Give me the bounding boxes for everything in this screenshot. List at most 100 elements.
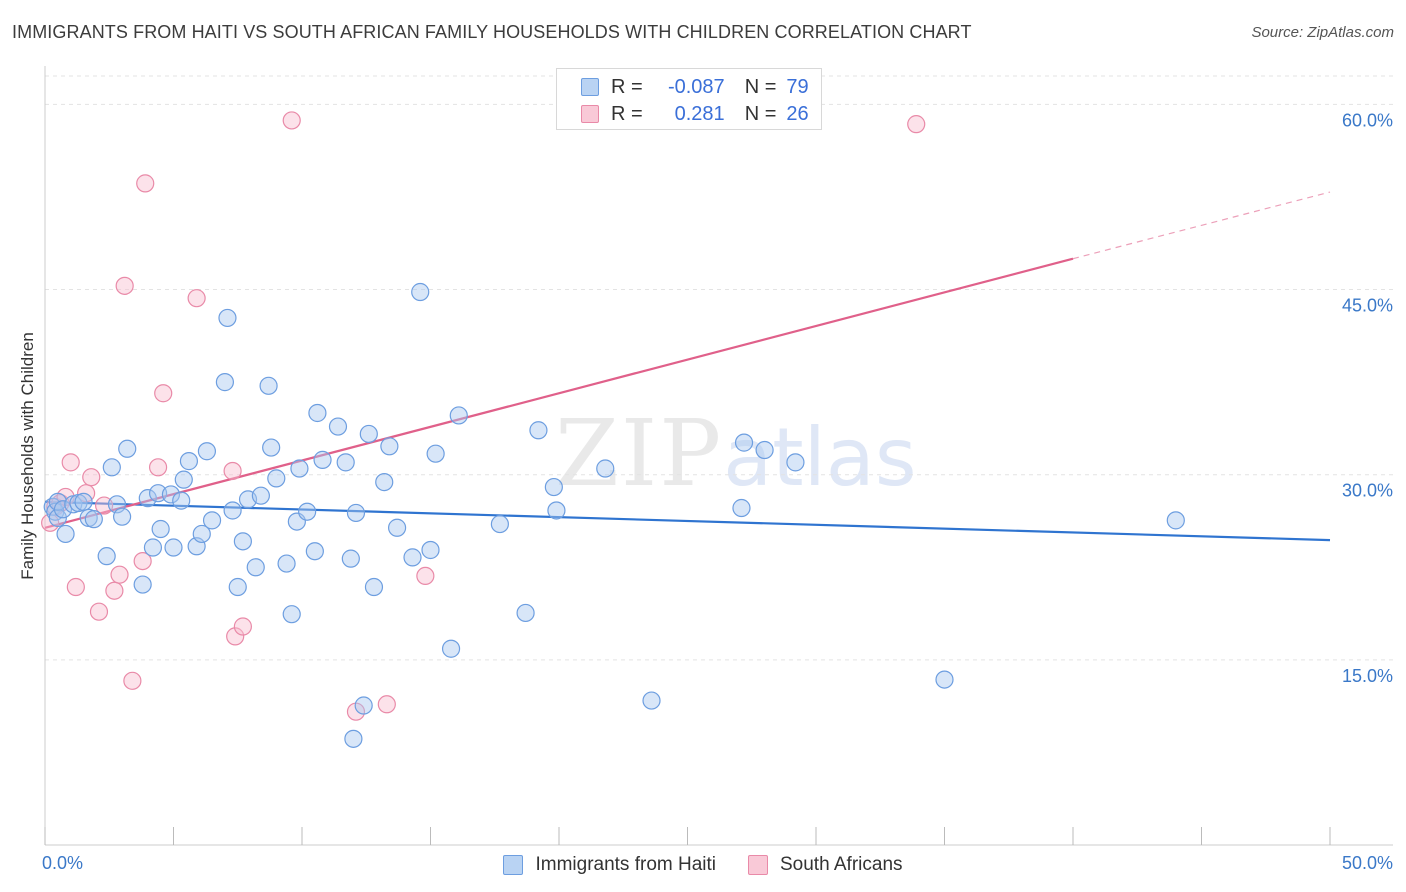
sa-point: [233, 617, 252, 636]
sa-trend-extension: [1072, 191, 1331, 260]
sa-point: [123, 671, 142, 690]
haiti-point: [179, 452, 199, 471]
legend-sa-label: South Africans: [780, 854, 903, 875]
haiti-point: [161, 485, 181, 504]
haiti-point: [359, 424, 378, 444]
haiti-point: [262, 438, 281, 457]
x-tick-label: 0.0%: [42, 853, 83, 873]
haiti-point: [267, 469, 286, 488]
legend-sa-swatch: [748, 855, 768, 875]
sa-point: [154, 384, 173, 403]
haiti-point: [97, 547, 116, 566]
haiti-point: [308, 403, 327, 423]
haiti-swatch: [581, 78, 599, 96]
sa-point: [110, 565, 129, 584]
haiti-point: [102, 458, 121, 477]
haiti-point: [151, 519, 170, 539]
y-tick-label: 45.0%: [1342, 296, 1393, 316]
legend-haiti-label: Immigrants from Haiti: [535, 854, 716, 875]
haiti-point: [490, 514, 509, 534]
sa-n-value: 26: [786, 102, 809, 125]
sa-point: [416, 566, 435, 586]
sa-point: [148, 458, 168, 477]
haiti-point: [143, 538, 163, 557]
tick-label-layer: 15.0% 30.0% 45.0% 60.0% 0.0% 50.0%: [42, 110, 1393, 873]
haiti-point: [202, 511, 222, 530]
haiti-point: [277, 554, 296, 573]
haiti-point: [74, 492, 93, 511]
haiti-point: [544, 477, 563, 497]
haiti-point: [251, 486, 270, 505]
haiti-point: [380, 437, 399, 456]
haiti-trend-line: [44, 500, 1331, 542]
grid-layer: [45, 75, 1393, 661]
sa-r-value: 0.281: [674, 102, 725, 125]
sa-swatch: [581, 105, 599, 123]
haiti-point: [112, 507, 132, 526]
legend-item-haiti[interactable]: Immigrants from Haiti: [503, 854, 716, 876]
sa-point: [133, 551, 152, 571]
haiti-point: [354, 696, 373, 715]
haiti-point: [449, 406, 468, 425]
points-layer: [41, 111, 1185, 748]
haiti-point: [935, 670, 954, 689]
haiti-point: [164, 538, 183, 557]
haiti-point: [786, 453, 805, 472]
haiti-point: [290, 459, 309, 478]
haiti-n-value: 79: [786, 75, 809, 98]
haiti-point: [328, 417, 348, 436]
haiti-point: [197, 442, 217, 461]
haiti-point: [403, 548, 422, 567]
haiti-point: [259, 376, 278, 395]
sa-point: [282, 111, 301, 130]
haiti-point: [346, 503, 366, 523]
legend-item-sa[interactable]: South Africans: [748, 854, 903, 876]
haiti-point: [148, 484, 168, 503]
haiti-point: [387, 518, 407, 537]
haiti-point: [732, 498, 751, 518]
y-axis-label: Family Households with Children: [18, 332, 37, 580]
haiti-point: [246, 558, 265, 577]
haiti-r-label: R =: [611, 75, 643, 98]
x-tick-label: 50.0%: [1342, 853, 1393, 873]
haiti-point: [84, 510, 103, 529]
haiti-point: [421, 540, 440, 560]
haiti-point: [192, 524, 211, 544]
sa-point: [226, 627, 245, 646]
haiti-point: [426, 444, 445, 463]
stats-box: R = -0.087 N = 79 R = 0.281 N = 26: [556, 68, 822, 130]
haiti-point: [223, 501, 242, 520]
sa-r-label: R =: [611, 102, 643, 125]
stats-row-haiti: R = -0.087 N = 79: [581, 74, 809, 100]
haiti-point: [734, 433, 754, 452]
haiti-point: [1166, 511, 1185, 530]
y-tick-label: 60.0%: [1342, 110, 1393, 130]
haiti-point: [529, 421, 548, 440]
haiti-point: [375, 473, 394, 492]
haiti-point: [56, 524, 75, 544]
legend-haiti-swatch: [503, 855, 524, 875]
sa-point: [377, 695, 396, 714]
sa-point: [61, 453, 80, 472]
haiti-point: [118, 439, 137, 458]
sa-point: [82, 468, 101, 487]
haiti-point: [138, 489, 157, 508]
haiti-point: [233, 532, 252, 551]
legend: Immigrants from Haiti South Africans: [0, 852, 1406, 878]
sa-point: [89, 602, 109, 621]
haiti-point: [336, 453, 355, 472]
sa-point: [115, 276, 134, 295]
sa-point: [223, 461, 242, 481]
haiti-point: [48, 508, 67, 527]
haiti-n-label: N =: [744, 75, 777, 98]
sa-point: [136, 174, 155, 193]
trend-layer: [44, 191, 1331, 542]
haiti-point: [133, 575, 152, 594]
haiti-point: [642, 691, 661, 710]
y-tick-label: 15.0%: [1342, 666, 1393, 686]
haiti-point: [341, 549, 360, 568]
haiti-point: [755, 440, 774, 460]
sa-trend-line: [44, 257, 1074, 529]
haiti-point: [313, 450, 332, 469]
sa-point: [907, 115, 926, 134]
